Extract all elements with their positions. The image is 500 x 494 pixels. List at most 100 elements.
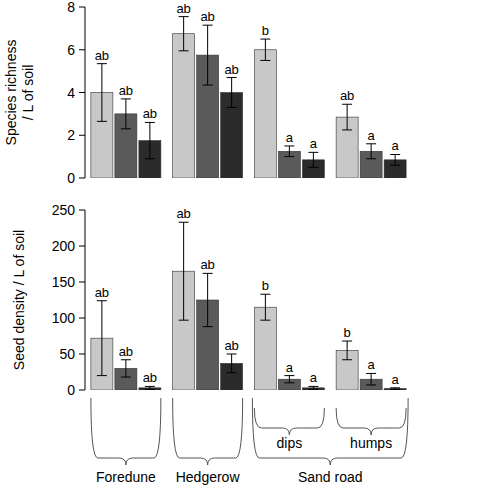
error-cap [145,158,155,159]
significance-letter: ab [224,338,238,353]
error-line [183,222,184,320]
letters: ababbbababaaababaa [95,206,400,387]
error-cap [390,389,400,390]
error-bar [145,386,155,389]
error-bar [227,354,237,373]
y-axis [85,210,86,390]
error-cap [390,165,400,166]
error-cap [260,39,270,40]
y-tick-label: 8 [67,0,75,15]
error-bar [227,78,237,108]
significance-letter: ab [119,83,133,98]
error-cap [308,389,318,390]
error-bar [97,64,107,122]
error-cap [145,389,155,390]
error-bar [342,104,352,130]
error-line [395,154,396,165]
significance-letter: b [344,325,351,340]
panel: 050100150200250Seed density / L of soila… [11,202,408,485]
y-tick [79,318,85,319]
error-bar [203,25,213,85]
error-bar [179,222,189,320]
error-line [207,25,208,85]
error-line [265,39,266,60]
y-tick [79,210,85,211]
error-bar [366,144,376,159]
panel: 02468Species richness/ L of soilababbaba… [3,0,407,186]
error-bar [179,17,189,51]
y-tick-label: 0 [67,170,75,186]
significance-letter: a [392,372,400,387]
error-line [183,17,184,51]
error-cap [203,25,213,26]
error-cap [308,386,318,387]
marks [91,222,406,390]
error-bar [284,376,294,383]
error-bar [308,386,318,389]
error-cap [390,387,400,388]
bracket [254,408,324,435]
bracket [336,408,406,435]
error-cap [260,294,270,295]
significance-letter: a [392,138,400,153]
error-cap [260,60,270,61]
significance-letter: ab [95,285,109,300]
error-cap [179,50,189,51]
error-cap [227,372,237,373]
error-line [289,146,290,157]
error-line [231,78,232,108]
error-line [347,341,348,360]
significance-letter: ab [340,88,354,103]
y-tick-label: 2 [67,127,75,143]
y-tick-label: 200 [52,238,76,254]
error-line [125,360,126,377]
y-tick-label: 6 [67,42,75,58]
error-bar [342,341,352,360]
significance-letter: ab [119,344,133,359]
y-tick-label: 50 [59,346,75,362]
error-cap [308,152,318,153]
y-tick [79,246,85,247]
error-cap [366,373,376,374]
y-tick [79,7,85,8]
error-cap [284,156,294,157]
error-line [125,99,126,129]
significance-letter: a [286,360,294,375]
error-cap [284,382,294,383]
significance-letter: a [310,136,318,151]
bracket [173,398,243,465]
error-bar [203,273,213,326]
error-cap [342,129,352,130]
error-cap [342,359,352,360]
bracket [91,398,161,465]
y-tick [79,178,85,179]
significance-letter: a [368,357,376,372]
error-bar [121,360,131,377]
error-cap [97,300,107,301]
y-tick [79,135,85,136]
error-bar [390,388,400,389]
x-tick-label: Hedgerow [176,469,241,485]
error-cap [227,107,237,108]
bar [173,34,195,178]
bar [384,389,406,390]
letters: ababbabababaaababaa [95,1,400,154]
y-tick [79,354,85,355]
significance-letter: b [262,23,269,38]
y-axis-label: / L of soil [20,65,36,121]
error-cap [342,104,352,105]
error-cap [284,145,294,146]
error-line [207,273,208,326]
y-tick-label: 0 [67,382,75,398]
error-cap [121,377,131,378]
x-tick-label: humps [350,435,392,451]
error-cap [308,167,318,168]
error-cap [366,158,376,159]
y-tick-label: 4 [67,85,75,101]
error-cap [121,359,131,360]
significance-letter: b [262,278,269,293]
error-line [231,354,232,373]
y-tick-label: 150 [52,274,76,290]
significance-letter: a [310,370,318,385]
error-line [149,122,150,158]
